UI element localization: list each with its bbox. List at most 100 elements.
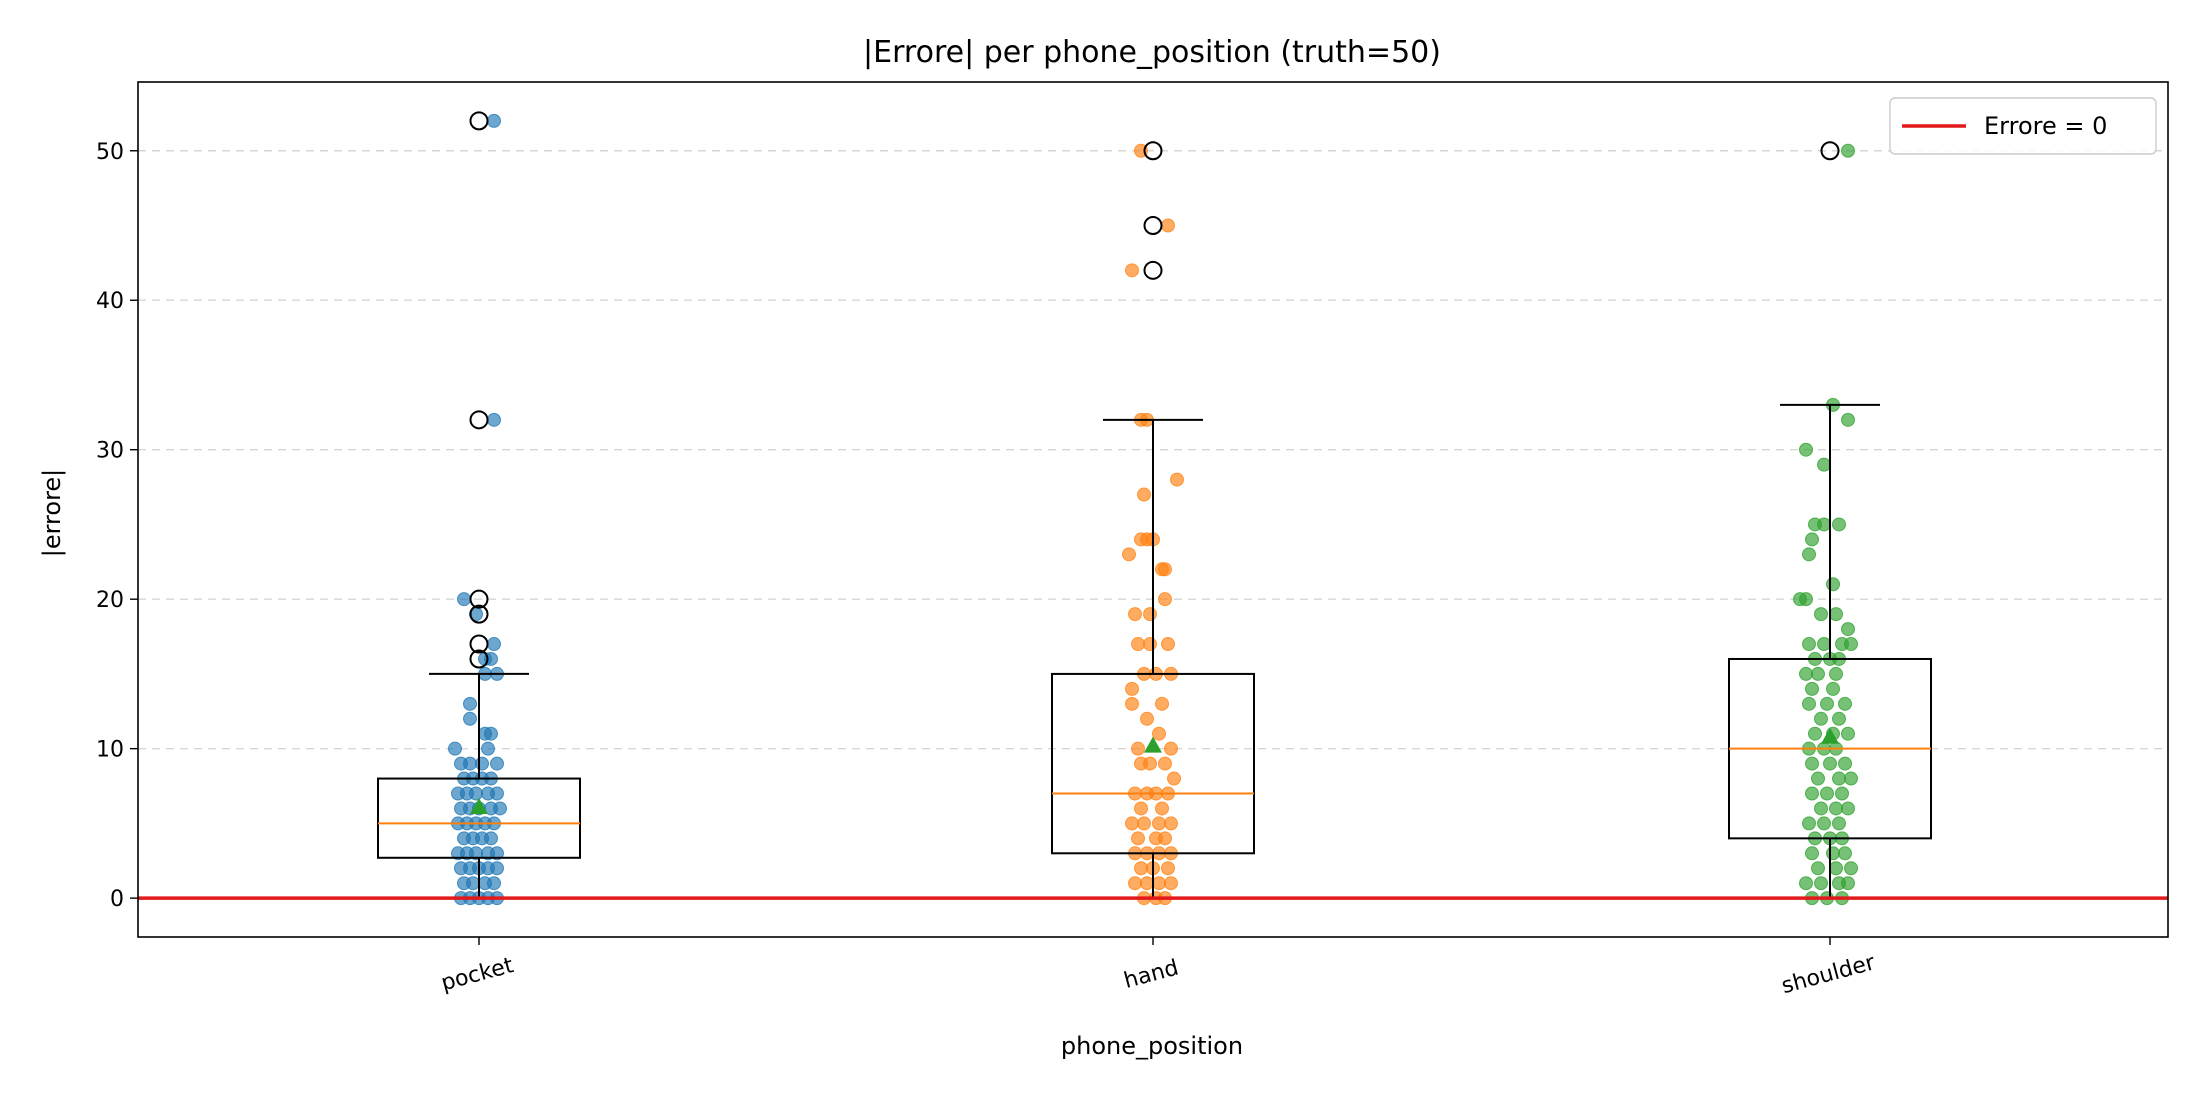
- data-point: [1125, 696, 1139, 711]
- data-point: [1820, 696, 1834, 711]
- y-tick-label: 30: [96, 439, 124, 464]
- data-point: [1131, 741, 1145, 756]
- data-point: [1829, 801, 1843, 816]
- data-point: [1832, 711, 1846, 726]
- outlier-marker: [469, 634, 489, 654]
- data-point: [1152, 876, 1166, 891]
- outlier-marker: [1143, 141, 1163, 161]
- data-point: [1844, 637, 1858, 652]
- axes-layer: 0 10 20 30 40 50 pocket hand shoulder: [96, 81, 2169, 999]
- outlier-marker: [1143, 215, 1163, 235]
- outlier-marker: [469, 649, 489, 669]
- y-tick-label: 0: [110, 887, 124, 912]
- data-point: [1832, 771, 1846, 786]
- data-point: [1808, 726, 1822, 741]
- data-point: [1155, 801, 1169, 816]
- legend-box: [1889, 97, 2157, 155]
- outlier-marker: [1820, 141, 1840, 161]
- data-point: [490, 786, 504, 801]
- data-point: [1820, 786, 1834, 801]
- data-point: [1155, 696, 1169, 711]
- data-point: [487, 113, 501, 128]
- data-point: [1137, 816, 1151, 831]
- data-point: [1140, 876, 1154, 891]
- mean-marker: [470, 797, 488, 814]
- outlier-marker: [1143, 260, 1163, 280]
- data-point: [1802, 547, 1816, 562]
- data-point: [1799, 666, 1813, 681]
- mean-marker: [1821, 727, 1839, 744]
- chart-title: |Errore| per phone_position (truth=50): [863, 35, 1441, 70]
- data-point: [490, 861, 504, 876]
- data-point: [1164, 741, 1178, 756]
- data-point: [1152, 816, 1166, 831]
- data-point: [1137, 487, 1151, 502]
- data-point: [1844, 861, 1858, 876]
- data-point: [475, 756, 489, 771]
- data-point: [1128, 876, 1142, 891]
- data-point: [1143, 637, 1157, 652]
- data-point: [1811, 666, 1825, 681]
- data-point: [1817, 517, 1831, 532]
- data-point: [1826, 681, 1840, 696]
- data-point: [1164, 876, 1178, 891]
- data-point: [1841, 876, 1855, 891]
- outlier-marker: [469, 111, 489, 131]
- data-point: [1158, 562, 1172, 577]
- data-point: [463, 756, 477, 771]
- legend-label: Errore = 0: [1984, 112, 2107, 140]
- y-tick-label: 50: [96, 140, 124, 165]
- outlier-marker: [469, 604, 489, 624]
- data-point: [1826, 577, 1840, 592]
- y-tick-label: 40: [96, 289, 124, 314]
- data-point: [1814, 607, 1828, 622]
- data-point: [493, 801, 507, 816]
- data-point: [1805, 786, 1819, 801]
- data-point: [1841, 143, 1855, 158]
- x-tick-label: pocket: [439, 953, 517, 996]
- data-point: [1164, 816, 1178, 831]
- data-point: [1805, 681, 1819, 696]
- data-point: [484, 831, 498, 846]
- data-point: [484, 726, 498, 741]
- data-point: [1805, 756, 1819, 771]
- data-point: [469, 786, 483, 801]
- data-point: [1152, 726, 1166, 741]
- data-point: [1161, 861, 1175, 876]
- data-point: [1167, 771, 1181, 786]
- data-point: [1814, 876, 1828, 891]
- data-point: [1805, 532, 1819, 547]
- data-point: [490, 756, 504, 771]
- data-point: [1838, 696, 1852, 711]
- data-point: [487, 637, 501, 652]
- data-point: [1832, 816, 1846, 831]
- data-point: [1158, 756, 1172, 771]
- data-point: [1838, 846, 1852, 861]
- data-point: [1802, 816, 1816, 831]
- x-axis-label: phone_position: [1061, 1032, 1243, 1060]
- data-point: [1125, 816, 1139, 831]
- outlier-marker: [469, 410, 489, 430]
- data-point: [1161, 637, 1175, 652]
- data-point: [1125, 263, 1139, 278]
- data-point: [1134, 861, 1148, 876]
- data-point: [1131, 831, 1145, 846]
- data-point: [487, 876, 501, 891]
- data-point: [457, 592, 471, 607]
- iqr-box: [377, 777, 581, 859]
- data-point: [1841, 412, 1855, 427]
- data-point: [1841, 622, 1855, 637]
- data-point: [481, 741, 495, 756]
- data-point: [1143, 607, 1157, 622]
- data-point: [1814, 801, 1828, 816]
- data-point: [1134, 801, 1148, 816]
- outlier-marker: [469, 589, 489, 609]
- data-point: [1835, 786, 1849, 801]
- box-layer: [377, 111, 1932, 900]
- y-tick-label: 10: [96, 738, 124, 763]
- data-point: [1131, 637, 1145, 652]
- data-point: [1802, 637, 1816, 652]
- data-point: [487, 412, 501, 427]
- data-point: [1799, 592, 1813, 607]
